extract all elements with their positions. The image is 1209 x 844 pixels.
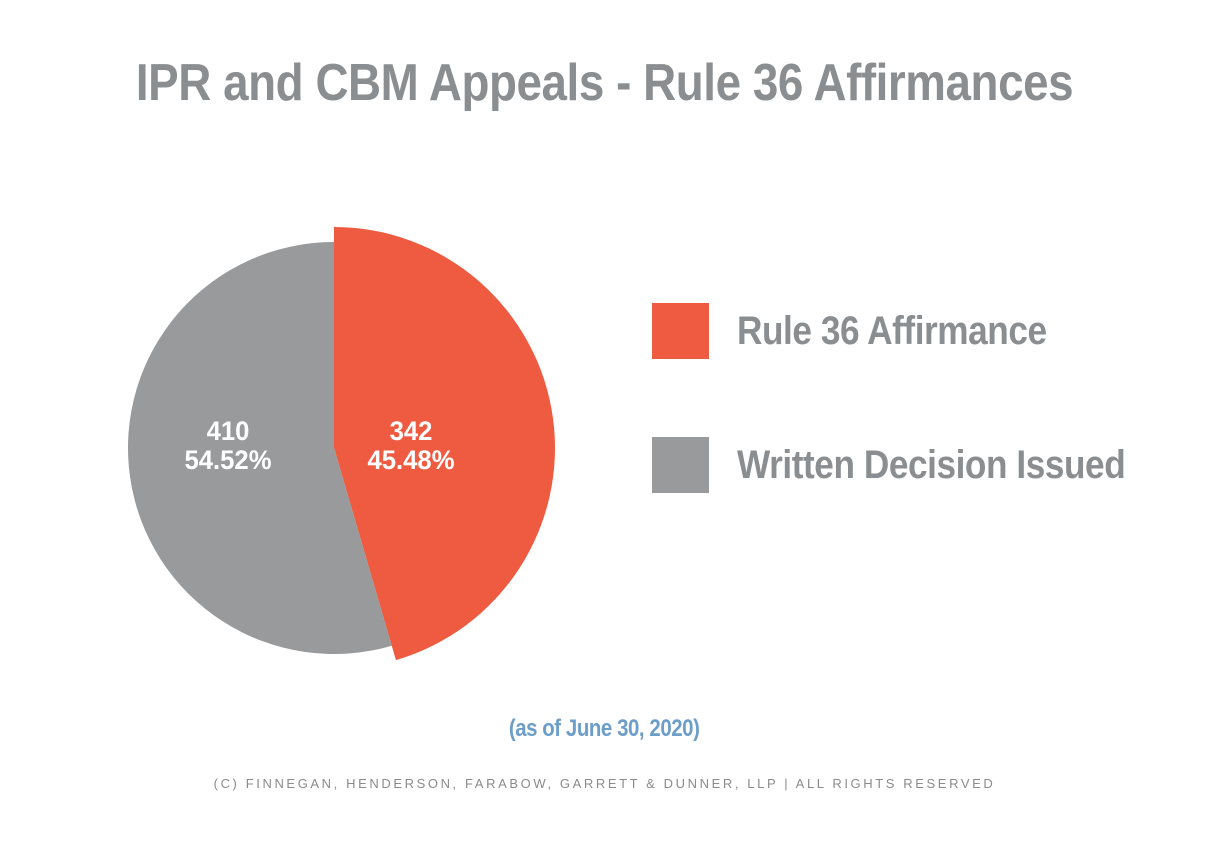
legend-label-written-decision-issued: Written Decision Issued: [737, 442, 1126, 487]
as-of-date-caption: (as of June 30, 2020): [0, 714, 1209, 744]
slice-percent: 54.52%: [184, 445, 272, 475]
pie-chart: 410 54.52% 342 45.48%: [104, 218, 564, 678]
legend-swatch-written-decision-issued: [652, 437, 709, 493]
slice-value: 342: [389, 416, 433, 446]
slice-value: 410: [206, 416, 250, 446]
chart-title-text: IPR and CBM Appeals - Rule 36 Affirmance…: [135, 54, 1074, 112]
pie-svg: [127, 227, 555, 661]
legend-swatch-rule-36-affirmance: [652, 303, 709, 359]
as-of-date-text: (as of June 30, 2020): [509, 715, 700, 742]
pie-slice-rule-36-affirmance: [334, 227, 555, 661]
pie-slice-written-decision-issued: [127, 242, 392, 654]
legend-item-rule-36-affirmance: Rule 36 Affirmance: [652, 303, 1089, 359]
legend-item-written-decision-issued: Written Decision Issued: [652, 437, 1178, 493]
slice-percent: 45.48%: [367, 445, 455, 475]
legend-label-rule-36-affirmance: Rule 36 Affirmance: [737, 308, 1047, 353]
slice-label-rule-36-affirmance: 342 45.48%: [368, 417, 455, 475]
slice-label-written-decision-issued: 410 54.52%: [185, 417, 272, 475]
copyright-footer: (C) FINNEGAN, HENDERSON, FARABOW, GARRET…: [213, 776, 996, 791]
chart-title: IPR and CBM Appeals - Rule 36 Affirmance…: [0, 54, 1209, 112]
